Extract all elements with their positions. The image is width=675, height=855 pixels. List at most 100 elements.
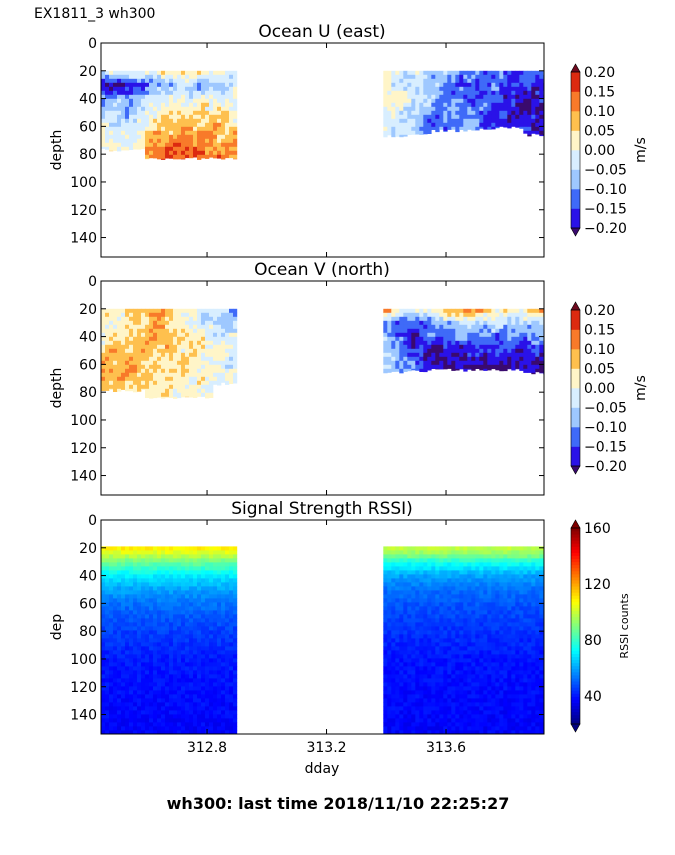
data-cell: [455, 320, 460, 326]
data-cell: [459, 70, 464, 76]
data-cell: [185, 126, 190, 132]
data-cell: [105, 622, 110, 627]
data-cell: [407, 94, 412, 100]
data-cell: [527, 114, 532, 120]
data-cell: [181, 570, 186, 575]
data-cell: [213, 336, 218, 342]
data-cell: [149, 698, 154, 703]
data-cell: [507, 312, 512, 318]
data-cell: [225, 694, 230, 699]
data-cell: [391, 614, 396, 619]
data-cell: [197, 380, 202, 386]
data-cell: [117, 678, 122, 683]
data-cell: [455, 336, 460, 342]
colorbar-band: [571, 407, 580, 428]
data-cell: [387, 658, 392, 663]
data-cell: [201, 110, 206, 116]
data-cell: [209, 74, 214, 80]
data-cell: [169, 336, 174, 342]
data-cell: [161, 558, 166, 563]
data-cell: [229, 372, 234, 378]
data-cell: [415, 674, 420, 679]
data-cell: [145, 142, 150, 148]
data-cell: [411, 360, 416, 366]
data-cell: [467, 364, 472, 370]
data-cell: [451, 78, 456, 84]
data-cell: [407, 598, 412, 603]
data-cell: [403, 626, 408, 631]
data-cell: [105, 388, 110, 391]
data-cell: [233, 554, 238, 559]
data-cell: [411, 578, 416, 583]
data-cell: [137, 614, 142, 619]
data-cell: [395, 678, 400, 683]
data-cell: [185, 86, 190, 92]
data-cell: [141, 364, 146, 370]
data-cell: [165, 344, 170, 350]
data-cell: [157, 638, 162, 643]
data-cell: [173, 388, 178, 394]
data-cell: [411, 654, 416, 659]
data-cell: [141, 126, 146, 132]
data-cell: [137, 82, 142, 88]
data-cell: [121, 642, 126, 647]
data-cell: [197, 690, 202, 695]
data-cell: [519, 320, 524, 326]
data-cell: [225, 324, 230, 330]
data-cell: [391, 658, 396, 663]
data-cell: [181, 134, 186, 140]
data-cell: [177, 602, 182, 607]
data-cell: [177, 666, 182, 671]
data-cell: [109, 118, 114, 124]
data-cell: [109, 126, 114, 132]
data-cell: [229, 142, 234, 148]
data-cell: [229, 694, 234, 699]
data-cell: [197, 154, 202, 160]
data-cell: [133, 384, 138, 390]
data-cell: [117, 730, 122, 735]
data-cell: [161, 550, 166, 555]
data-cell: [117, 98, 122, 104]
data-cell: [435, 90, 440, 96]
data-cell: [133, 618, 138, 623]
data-cell: [193, 376, 198, 382]
data-cell: [113, 558, 118, 563]
data-cell: [121, 690, 126, 695]
data-cell: [399, 356, 404, 362]
data-cell: [173, 706, 178, 711]
data-cell: [419, 646, 424, 651]
data-cell: [483, 308, 488, 314]
data-cell: [177, 566, 182, 571]
data-cell: [395, 582, 400, 587]
data-cell: [423, 622, 428, 627]
data-cell: [209, 98, 214, 104]
data-cell: [415, 686, 420, 691]
data-cell: [141, 78, 146, 84]
data-cell: [177, 348, 182, 354]
data-cell: [391, 550, 396, 555]
data-cell: [117, 126, 122, 132]
data-cell: [221, 98, 226, 104]
data-cell: [511, 78, 516, 84]
data-cell: [419, 598, 424, 603]
data-cell: [161, 626, 166, 631]
data-cell: [399, 110, 404, 116]
data-cell: [185, 348, 190, 354]
data-cell: [137, 622, 142, 627]
data-cell: [197, 590, 202, 595]
data-cell: [189, 678, 194, 683]
data-cell: [503, 90, 508, 96]
data-cell: [459, 352, 464, 358]
data-cell: [411, 356, 416, 362]
data-cell: [233, 324, 238, 330]
data-cell: [221, 320, 226, 326]
data-cell: [499, 90, 504, 96]
data-cell: [213, 562, 218, 567]
data-cell: [145, 122, 150, 128]
data-cell: [419, 586, 424, 591]
data-cell: [233, 114, 238, 120]
data-cell: [209, 594, 214, 599]
data-cell: [487, 340, 492, 346]
colorbar-band: [571, 368, 580, 389]
data-cell: [217, 666, 222, 671]
